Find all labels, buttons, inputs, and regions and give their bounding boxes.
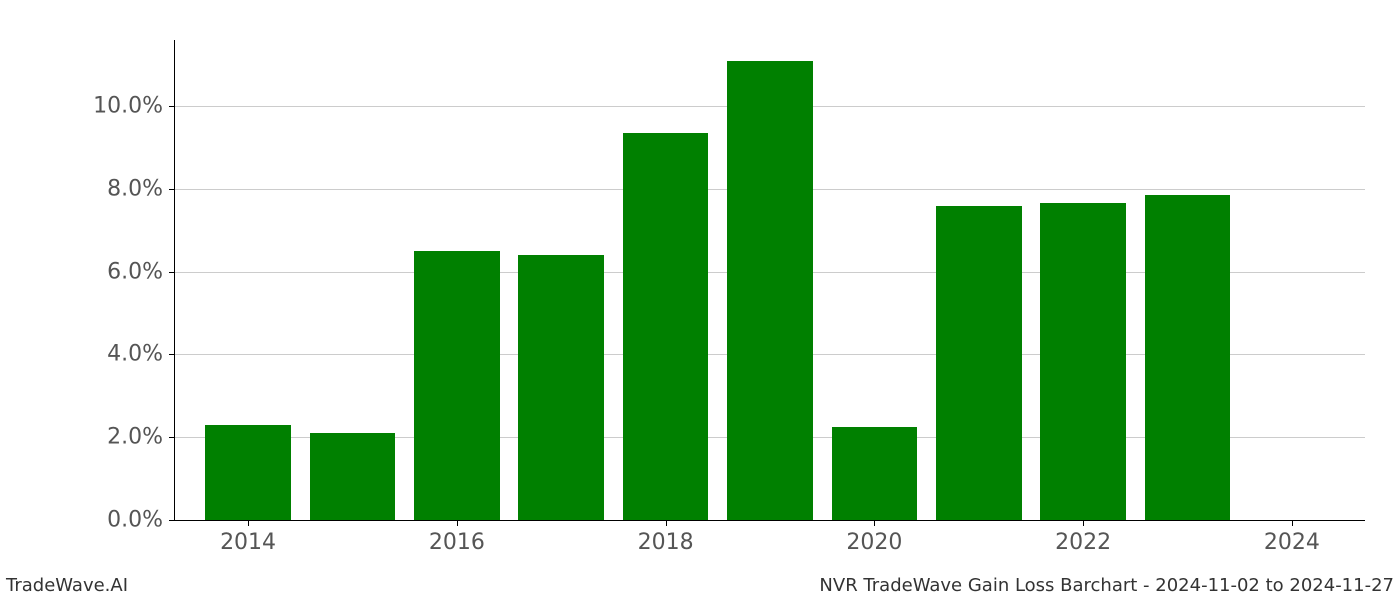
bar [205, 425, 291, 520]
x-axis-spine [175, 520, 1365, 521]
bar [518, 255, 604, 520]
plot-area: 0.0%2.0%4.0%6.0%8.0%10.0%201420162018202… [175, 40, 1365, 520]
chart-figure: 0.0% 2.0% 4.0% 6.0% 8.0% 10.0% 2014 2016 2018 202… [0, 0, 1400, 600]
bar [414, 251, 500, 520]
bar [310, 433, 396, 520]
y-tick-label: 0.0% [107, 508, 175, 533]
y-tick-label: 10.0% [93, 94, 175, 119]
bar [832, 427, 918, 520]
footer-right-text: NVR TradeWave Gain Loss Barchart - 2024-… [819, 575, 1394, 596]
bar [727, 61, 813, 520]
bar [1040, 203, 1126, 520]
bar [623, 133, 709, 520]
x-tick-label: 2020 [846, 520, 902, 555]
y-tick-label: 2.0% [107, 425, 175, 450]
x-tick-label: 2014 [220, 520, 276, 555]
y-tick-label: 8.0% [107, 176, 175, 201]
x-tick-label: 2024 [1264, 520, 1320, 555]
x-tick-label: 2018 [638, 520, 694, 555]
bar [1145, 195, 1231, 520]
y-tick-label: 6.0% [107, 259, 175, 284]
x-tick-label: 2016 [429, 520, 485, 555]
x-tick-label: 2022 [1055, 520, 1111, 555]
footer-left-text: TradeWave.AI [6, 575, 128, 596]
bar [936, 206, 1022, 520]
y-tick-label: 4.0% [107, 342, 175, 367]
